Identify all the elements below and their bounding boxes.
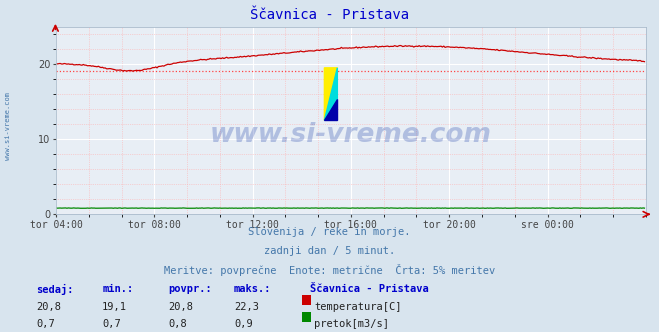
Text: 0,7: 0,7	[36, 319, 55, 329]
Text: Slovenija / reke in morje.: Slovenija / reke in morje.	[248, 227, 411, 237]
Text: 19,1: 19,1	[102, 302, 127, 312]
Text: temperatura[C]: temperatura[C]	[314, 302, 402, 312]
Text: www.si-vreme.com: www.si-vreme.com	[5, 92, 11, 160]
Text: Ščavnica - Pristava: Ščavnica - Pristava	[250, 8, 409, 22]
Text: zadnji dan / 5 minut.: zadnji dan / 5 minut.	[264, 246, 395, 256]
Text: www.si-vreme.com: www.si-vreme.com	[210, 123, 492, 148]
Text: 20,8: 20,8	[168, 302, 193, 312]
Text: 0,7: 0,7	[102, 319, 121, 329]
Text: 0,8: 0,8	[168, 319, 186, 329]
Polygon shape	[324, 68, 337, 121]
Text: min.:: min.:	[102, 284, 133, 294]
Text: povpr.:: povpr.:	[168, 284, 212, 294]
Text: 20,8: 20,8	[36, 302, 61, 312]
Text: 22,3: 22,3	[234, 302, 259, 312]
Text: pretok[m3/s]: pretok[m3/s]	[314, 319, 389, 329]
Text: 0,9: 0,9	[234, 319, 252, 329]
Text: Ščavnica - Pristava: Ščavnica - Pristava	[310, 284, 428, 294]
Polygon shape	[324, 68, 337, 121]
Text: sedaj:: sedaj:	[36, 284, 74, 295]
Text: Meritve: povprečne  Enote: metrične  Črta: 5% meritev: Meritve: povprečne Enote: metrične Črta:…	[164, 264, 495, 276]
Polygon shape	[324, 99, 337, 121]
Text: maks.:: maks.:	[234, 284, 272, 294]
